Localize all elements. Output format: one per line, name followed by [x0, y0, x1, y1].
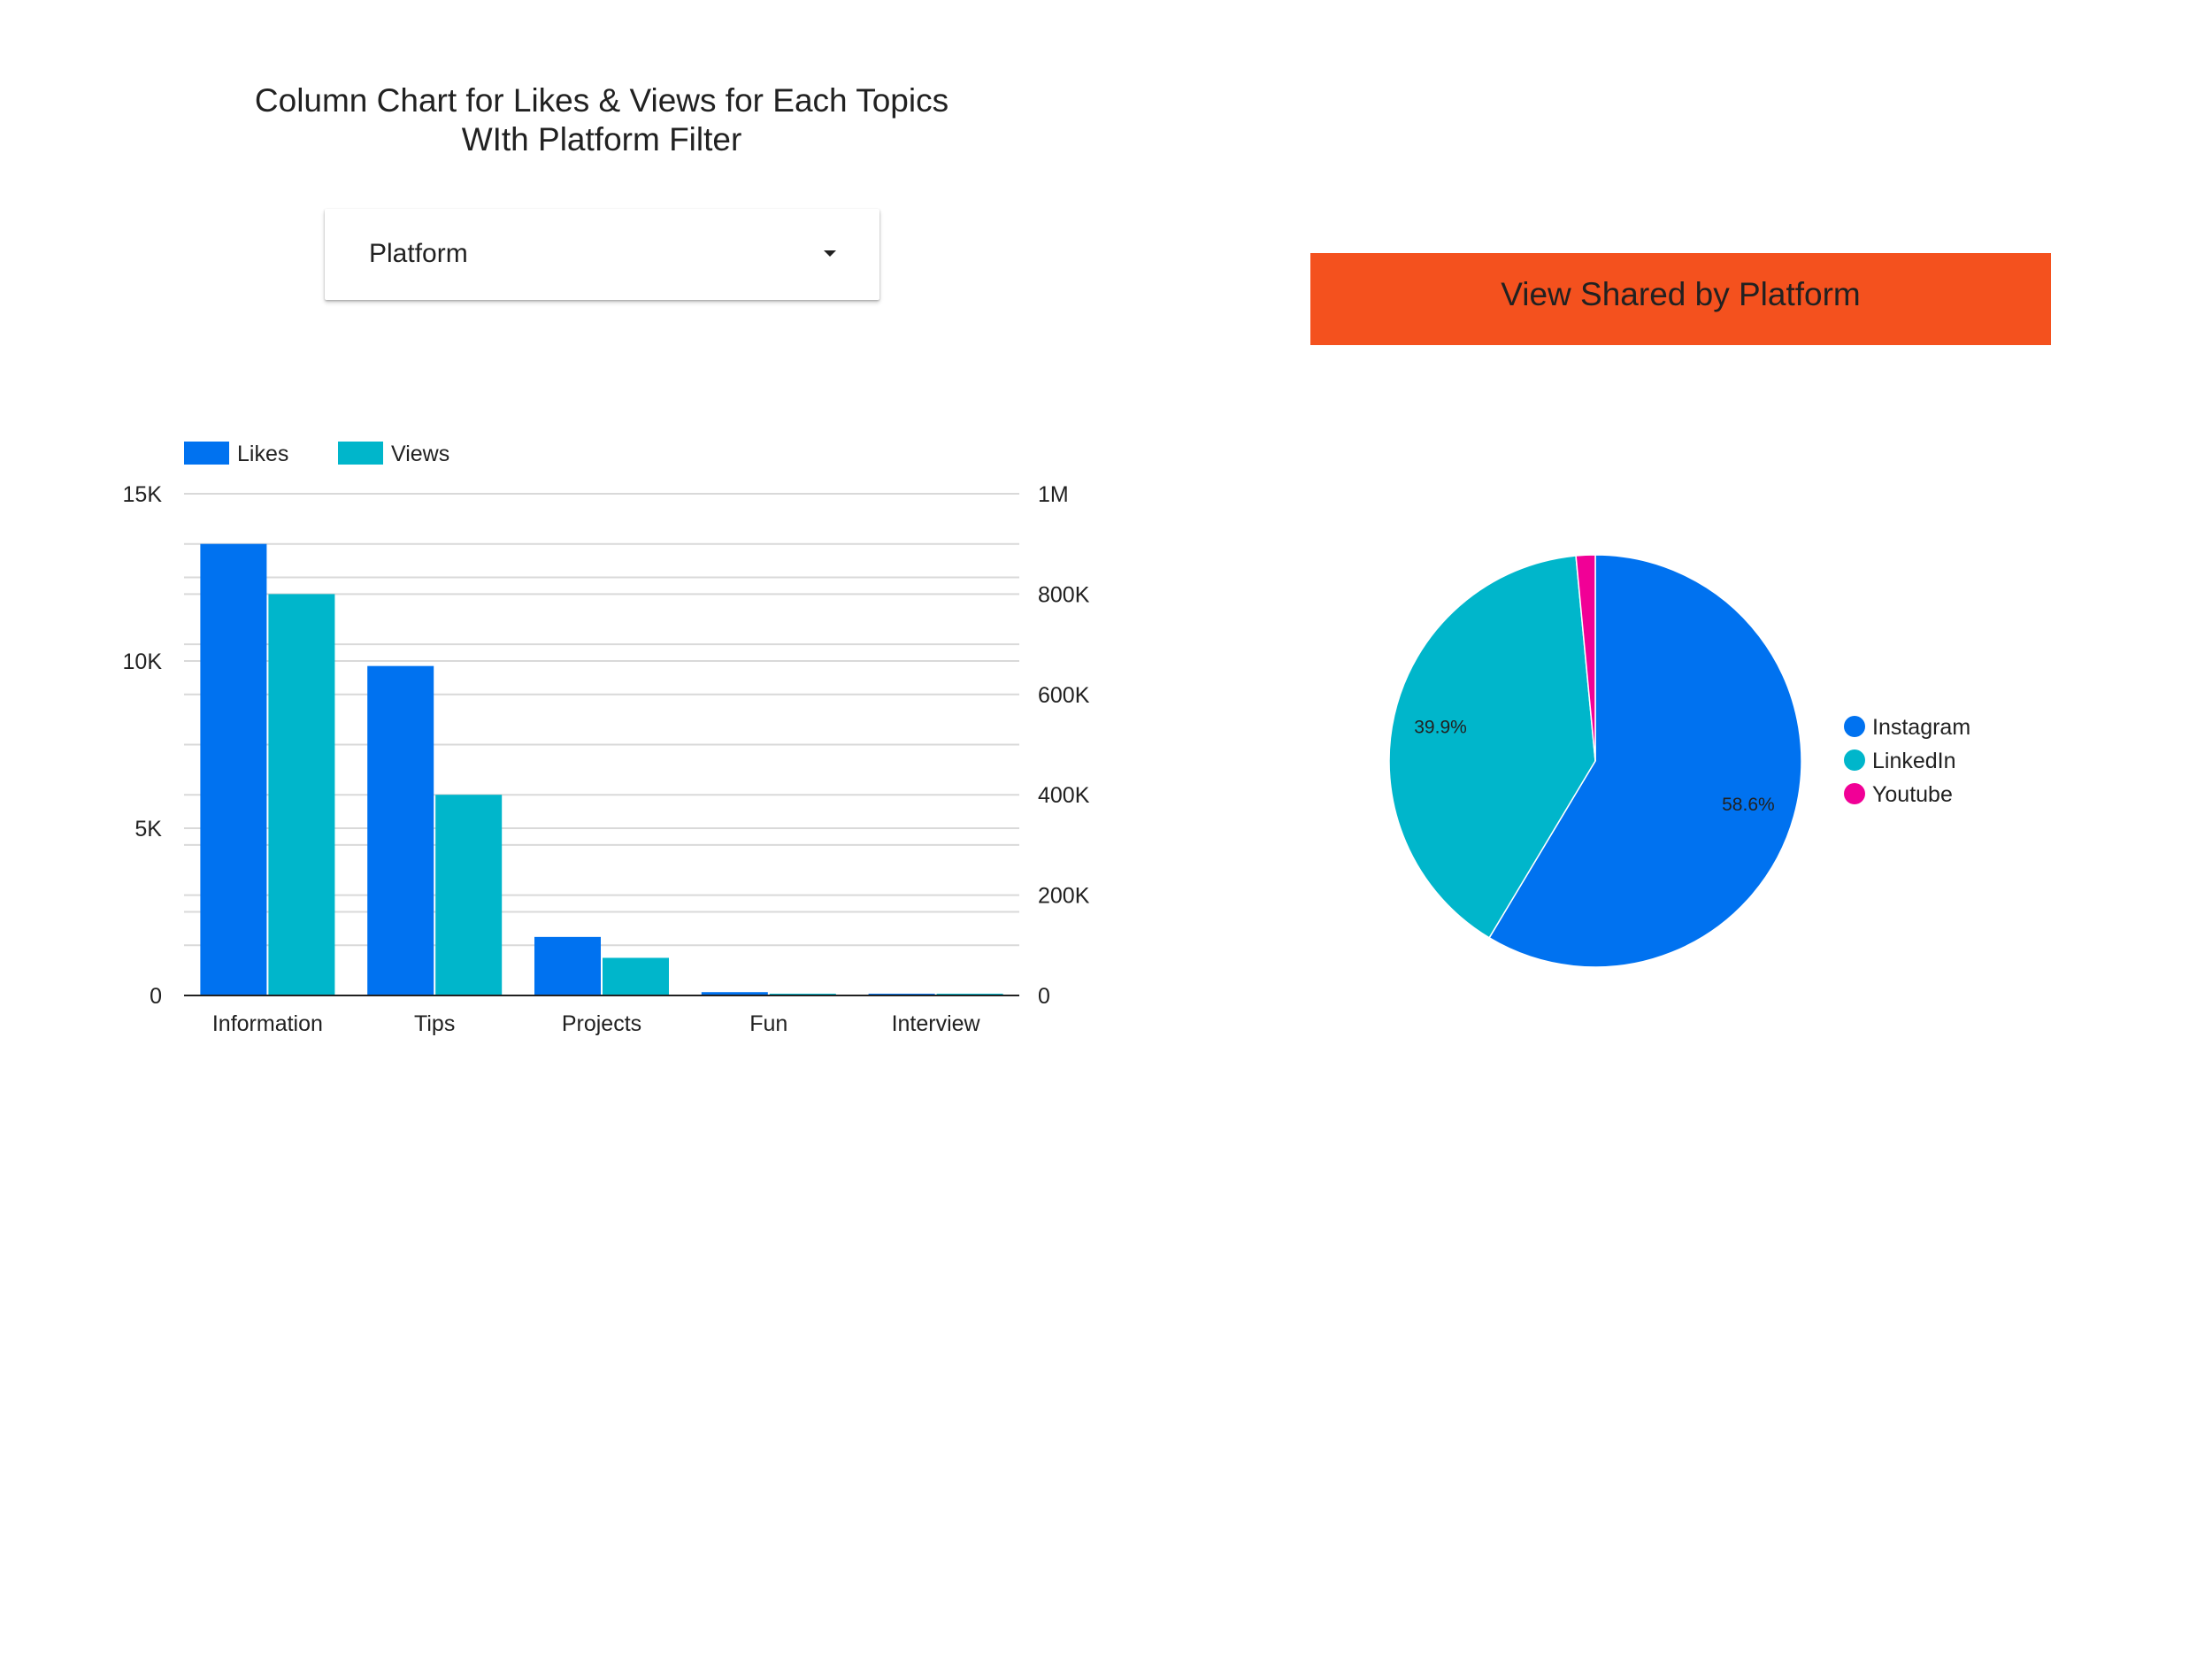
- y-right-tick-label: 0: [1038, 984, 1050, 1009]
- y-left-tick-label: 10K: [123, 649, 163, 674]
- x-tick-label: Information: [212, 1011, 323, 1036]
- y-right-tick-label: 200K: [1038, 884, 1090, 909]
- pie-legend-label-linkedin: LinkedIn: [1872, 749, 1956, 773]
- bar-views-information: [268, 594, 335, 995]
- column-chart-title-line2: WIth Platform Filter: [461, 121, 742, 158]
- x-tick-label: Fun: [749, 1011, 787, 1036]
- pie-legend-dot-youtube: [1844, 783, 1865, 804]
- bar-group: [200, 543, 1003, 995]
- x-tick-label: Interview: [892, 1011, 981, 1036]
- legend-label-likes: Likes: [237, 442, 288, 466]
- pie-slices: [1388, 554, 1802, 968]
- bar-views-projects: [603, 957, 669, 995]
- x-tick-label: Tips: [414, 1011, 455, 1036]
- pie-chart-title: View Shared by Platform: [1501, 276, 1861, 312]
- platform-filter-label: Platform: [369, 239, 468, 268]
- y-right-tick-label: 800K: [1038, 582, 1090, 607]
- pie-slice-label: 39.9%: [1414, 717, 1467, 737]
- legend-swatch-views: [338, 442, 383, 465]
- pie-slice-linkedin: [1388, 555, 1596, 939]
- pie-legend-label-youtube: Youtube: [1872, 782, 1953, 807]
- pie-legend-dot-linkedin: [1844, 749, 1865, 771]
- pie-legend-label-instagram: Instagram: [1872, 715, 1970, 740]
- pie-chart-banner: View Shared by Platform: [1310, 253, 2051, 345]
- legend-label-views: Views: [391, 442, 449, 466]
- legend-swatch-likes: [184, 442, 229, 465]
- caret-down-icon: [824, 250, 836, 257]
- bar-likes-tips: [367, 665, 434, 995]
- y-right-tick-label: 600K: [1038, 683, 1090, 708]
- y-left-tick-label: 5K: [134, 817, 162, 842]
- y-right-tick-label: 400K: [1038, 783, 1090, 808]
- y-left-tick-label: 0: [150, 984, 162, 1009]
- bar-likes-information: [200, 543, 267, 995]
- pie-legend-dot-instagram: [1844, 716, 1865, 737]
- bar-views-tips: [435, 795, 503, 995]
- bar-likes-fun: [701, 992, 768, 995]
- bar-likes-projects: [534, 936, 601, 995]
- pie-slice-youtube: [1575, 554, 1596, 762]
- column-chart-title-line1: Column Chart for Likes & Views for Each …: [254, 82, 949, 119]
- y-left-tick-label: 15K: [123, 482, 163, 507]
- y-right-tick-label: 1M: [1038, 482, 1069, 507]
- x-tick-label: Projects: [562, 1011, 641, 1036]
- pie-slice-label: 58.6%: [1722, 795, 1775, 815]
- pie-slice-instagram: [1488, 554, 1802, 968]
- column-chart-title: Column Chart for Likes & Views for Each …: [168, 81, 1035, 159]
- column-chart-legend: Likes Views: [184, 442, 449, 466]
- pie-legend: Instagram LinkedIn Youtube: [1844, 715, 1970, 807]
- platform-filter-dropdown[interactable]: Platform: [325, 209, 879, 300]
